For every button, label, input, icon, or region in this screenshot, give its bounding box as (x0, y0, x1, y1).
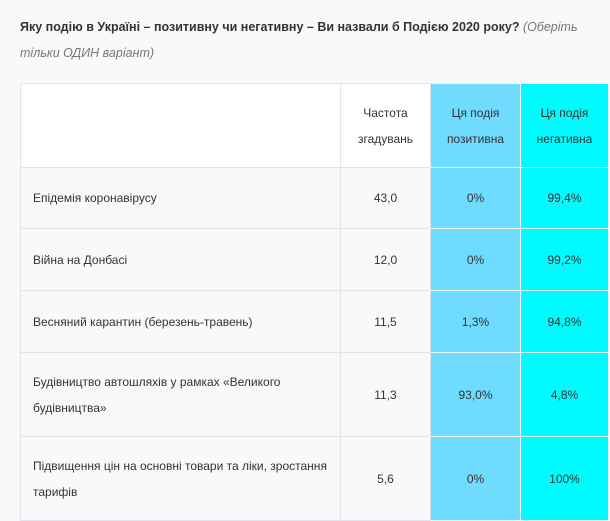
cell-negative: 4,8% (520, 352, 609, 437)
cell-frequency: 12,0 (340, 228, 431, 291)
cell-positive: 93,0% (430, 352, 521, 437)
question-text: Яку подію в Україні – позитивну чи негат… (20, 20, 520, 34)
cell-frequency: 11,5 (340, 290, 431, 353)
header-positive: Ця подія позитивна (430, 83, 521, 168)
cell-frequency: 5,6 (340, 436, 431, 521)
cell-positive: 1,3% (430, 290, 521, 353)
cell-event: Будівництво автошляхів у рамках «Великог… (20, 352, 341, 437)
cell-event: Весняний карантин (березень-травень) (20, 290, 341, 353)
table-row: Будівництво автошляхів у рамках «Великог… (20, 352, 609, 437)
header-event (20, 83, 341, 168)
table-row: Війна на Донбасі 12,0 0% 99,2% (20, 228, 609, 291)
question: Яку подію в Україні – позитивну чи негат… (20, 14, 600, 66)
cell-negative: 99,4% (520, 167, 609, 229)
header-negative: Ця подія негативна (520, 83, 609, 168)
table-header: Частота згадувань Ця подія позитивна Ця … (20, 83, 609, 168)
results-table: Частота згадувань Ця подія позитивна Ця … (20, 83, 609, 521)
cell-negative: 99,2% (520, 228, 609, 291)
cell-event: Війна на Донбасі (20, 228, 341, 291)
cell-negative: 94,8% (520, 290, 609, 353)
cell-negative: 100% (520, 436, 609, 521)
question-note: (Оберіть тільки ОДИН варіант) (20, 20, 578, 60)
cell-positive: 0% (430, 436, 521, 521)
table-row: Весняний карантин (березень-травень) 11,5… (20, 290, 609, 353)
header-frequency: Частота згадувань (340, 83, 431, 168)
cell-frequency: 43,0 (340, 167, 431, 229)
cell-event: Епідемія коронавірусу (20, 167, 341, 229)
cell-frequency: 11,3 (340, 352, 431, 437)
cell-positive: 0% (430, 228, 521, 291)
table-row: Підвищення цін на основні товари та ліки… (20, 436, 609, 521)
cell-event: Підвищення цін на основні товари та ліки… (20, 436, 341, 521)
table-row: Епідемія коронавірусу 43,0 0% 99,4% (20, 167, 609, 229)
cell-positive: 0% (430, 167, 521, 229)
